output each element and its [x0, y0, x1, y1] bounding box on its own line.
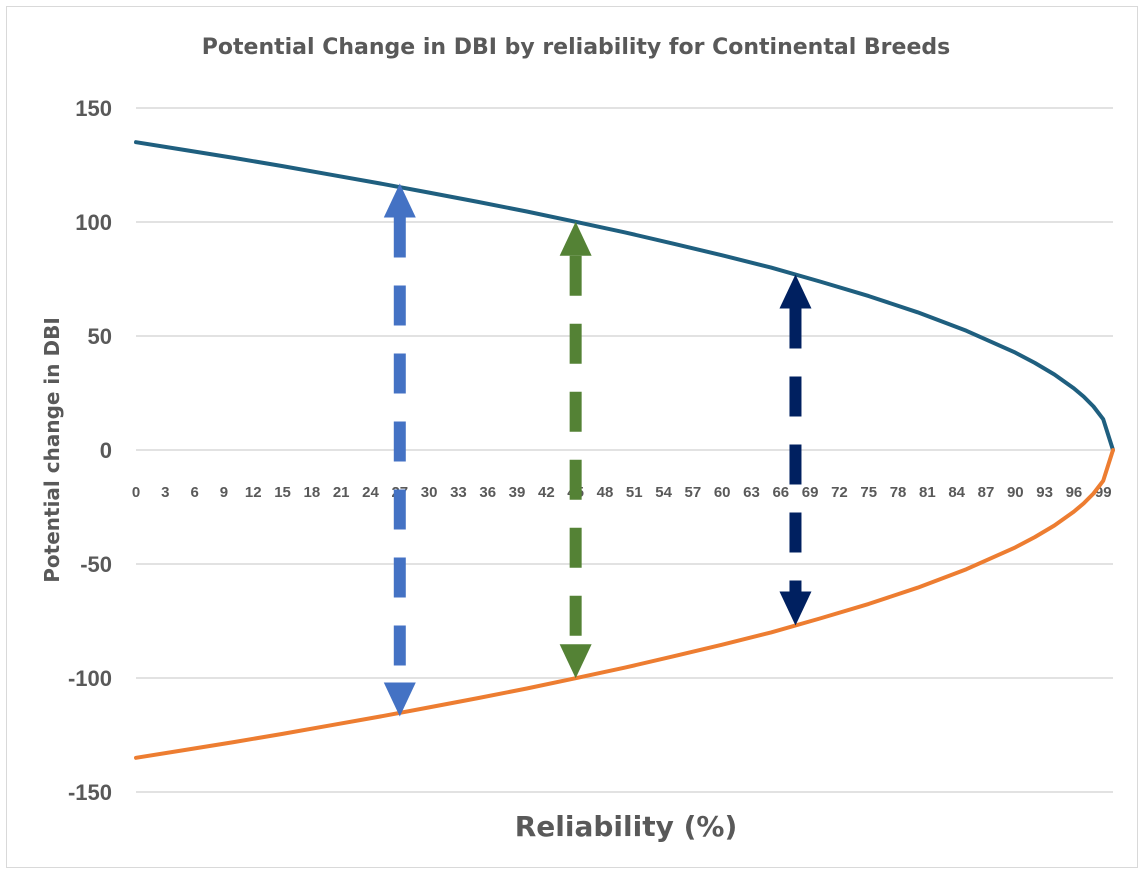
y-tick-label: -50: [80, 552, 112, 577]
x-tick-label: 39: [509, 484, 526, 501]
chart-title: Potential Change in DBI by reliability f…: [202, 35, 950, 60]
x-tick-label: 6: [190, 484, 198, 501]
x-tick-label: 57: [685, 484, 702, 501]
x-tick-label: 42: [538, 484, 555, 501]
x-tick-label: 81: [919, 484, 936, 501]
y-tick-label: 100: [75, 210, 112, 235]
y-tick-label: -100: [68, 666, 112, 691]
y-axis-title: Potential change in DBI: [40, 317, 64, 583]
y-axis-tick-labels: 150 100 50 0 -50 -100 -150: [68, 96, 112, 805]
x-tick-label: 90: [1007, 484, 1024, 501]
arrowhead-down: [779, 591, 812, 626]
x-tick-label: 96: [1066, 484, 1083, 501]
x-tick-label: 63: [743, 484, 760, 501]
double-arrow-3: [779, 274, 812, 626]
x-tick-label: 0: [132, 484, 140, 501]
x-axis-title: Reliability (%): [515, 810, 738, 843]
x-tick-label: 12: [245, 484, 262, 501]
x-tick-label: 69: [802, 484, 819, 501]
x-tick-label: 54: [655, 484, 672, 501]
x-tick-label: 75: [860, 484, 877, 501]
lower-series-line: [134, 448, 1115, 760]
x-tick-label: 51: [626, 484, 643, 501]
double-arrow-1: [383, 183, 416, 717]
x-tick-label: 15: [274, 484, 291, 501]
x-tick-label: 3: [161, 484, 169, 501]
x-tick-label: 24: [362, 484, 379, 501]
x-tick-label: 18: [304, 484, 321, 501]
series-lines: [134, 140, 1115, 760]
arrowhead-up: [383, 183, 416, 218]
upper-series-line: [134, 140, 1115, 452]
x-tick-label: 48: [597, 484, 614, 501]
x-tick-label: 36: [479, 484, 496, 501]
x-tick-label: 66: [772, 484, 789, 501]
annotation-arrows: [383, 183, 812, 717]
y-tick-label: 0: [100, 438, 112, 463]
double-arrow-2: [559, 221, 592, 679]
x-tick-label: 60: [714, 484, 731, 501]
x-tick-label: 21: [333, 484, 350, 501]
x-tick-label: 33: [450, 484, 467, 501]
y-tick-label: 150: [75, 96, 112, 121]
gridlines: [136, 107, 1113, 793]
y-tick-label: 50: [88, 324, 112, 349]
x-tick-label: 84: [948, 484, 965, 501]
y-tick-label: -150: [68, 780, 112, 805]
x-tick-label: 93: [1036, 484, 1053, 501]
x-tick-label: 9: [220, 484, 228, 501]
arrowhead-down: [383, 682, 416, 717]
arrowhead-up: [779, 274, 812, 309]
x-tick-label: 30: [421, 484, 438, 501]
arrowhead-up: [559, 221, 592, 256]
x-tick-label: 72: [831, 484, 848, 501]
x-axis-tick-labels: 0369121518212427303336394245485154576063…: [132, 484, 1112, 501]
x-tick-label: 78: [890, 484, 907, 501]
x-tick-label: 87: [978, 484, 995, 501]
arrowhead-down: [559, 644, 592, 679]
